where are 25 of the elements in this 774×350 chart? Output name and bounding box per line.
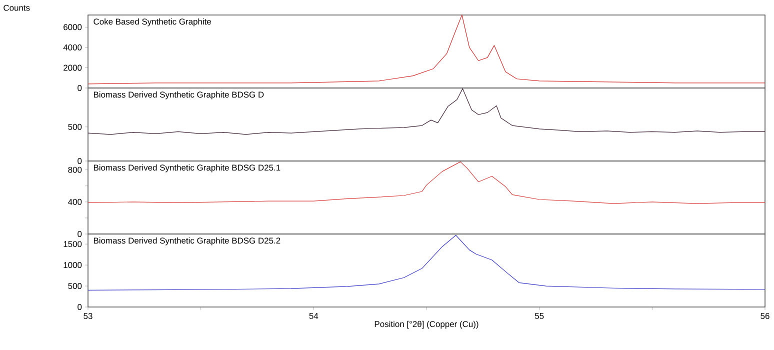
- y-tick-label: 800: [68, 166, 82, 173]
- x-tick-label: 56: [760, 313, 770, 320]
- y-axis-title: Counts: [4, 4, 30, 11]
- y-tick-label: 400: [68, 198, 82, 205]
- y-tick-label: 1500: [64, 241, 82, 248]
- y-tick-label: 0: [78, 158, 82, 164]
- x-tick-label: 54: [309, 313, 318, 319]
- chart-title: Biomass Derived Synthetic Graphite BDSG D: [94, 91, 264, 100]
- x-axis-title: Position [°2θ] (Copper (Cu)): [374, 320, 478, 329]
- chart-title: Biomass Derived Synthetic Graphite BDSG D25.2: [94, 237, 280, 246]
- y-tick-label: 2000: [64, 64, 82, 71]
- line-series: [88, 88, 766, 135]
- chart-title: Biomass Derived Synthetic Graphite BDSG D25.1: [94, 164, 280, 172]
- y-tick-label: 0: [78, 231, 82, 237]
- y-tick-label: 0: [78, 85, 82, 91]
- y-tick-label: 4000: [63, 44, 82, 50]
- y-tick-label: 500: [68, 124, 82, 130]
- y-tick-label: 1000: [64, 262, 82, 268]
- line-series: [88, 234, 766, 291]
- x-tick-label: 55: [534, 313, 544, 319]
- y-tick-label: 0: [78, 304, 82, 310]
- chart-title: Coke Based Synthetic Graphite: [94, 18, 212, 26]
- y-tick-label: 6000: [64, 24, 82, 30]
- x-tick-label: 53: [84, 313, 92, 320]
- y-tick-label: 500: [68, 283, 82, 290]
